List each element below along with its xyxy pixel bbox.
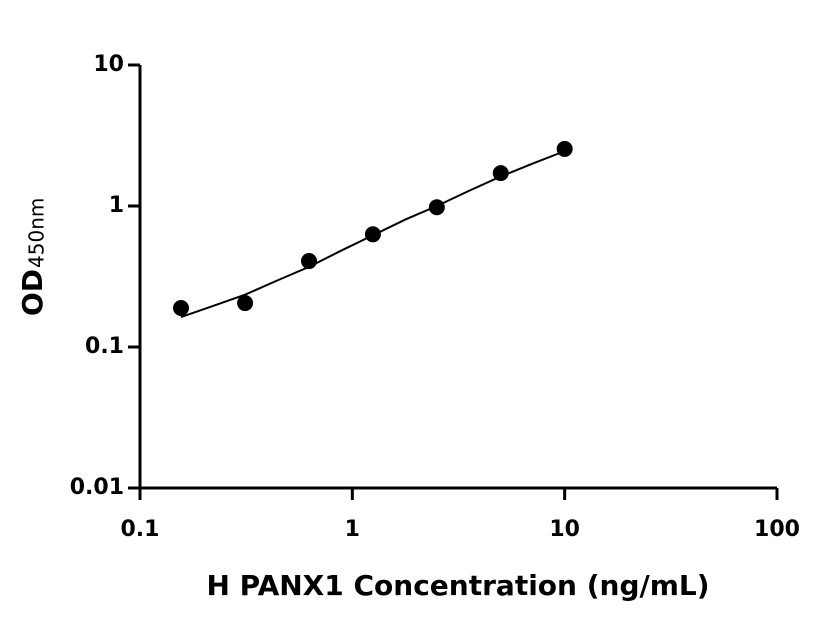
y-tick-label: 0.1 — [85, 334, 124, 359]
y-axis-title: OD — [16, 269, 49, 316]
data-point — [492, 165, 509, 182]
y-axis-title-subscript: 450nm — [25, 198, 49, 268]
y-axis-title-group: OD 450nm — [16, 198, 49, 316]
data-point — [428, 199, 445, 216]
x-axis-title: H PANX1 Concentration (ng/mL) — [206, 569, 709, 602]
x-tick-label: 100 — [754, 517, 800, 542]
y-tick-label: 0.01 — [70, 475, 124, 500]
data-point — [237, 295, 254, 312]
fit-curve — [180, 150, 566, 319]
x-tick-label: 1 — [345, 517, 360, 542]
x-tick-label: 0.1 — [121, 517, 160, 542]
data-point — [556, 140, 573, 157]
data-point — [173, 300, 190, 317]
y-tick-label: 10 — [93, 52, 124, 77]
y-tick-label: 1 — [109, 193, 124, 218]
x-tick-label: 10 — [549, 517, 580, 542]
